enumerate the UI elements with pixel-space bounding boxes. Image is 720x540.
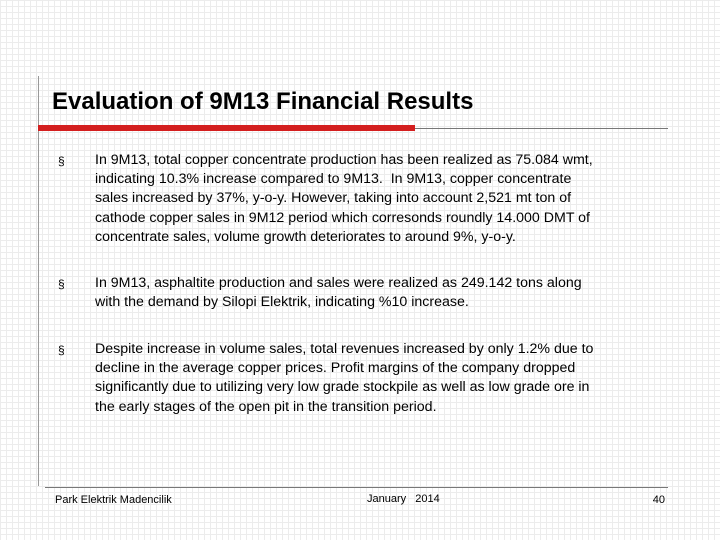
bullet-text: with the demand by Silopi Elektrik, indi… [95,294,469,311]
bullet-marker: § [58,277,65,291]
bullet-marker: § [58,154,65,168]
bullet-text: the early stages of the open pit in the … [95,398,437,415]
bullet-text: decline in the average copper prices. Pr… [95,360,576,377]
title-rule [415,128,668,129]
footer-company: Park Elektrik Madencilik [55,494,172,506]
title-bar [38,125,415,131]
bullet-text: significantly due to utilizing very low … [95,379,590,396]
bullet-text: In 9M13, total copper concentrate produc… [95,152,593,168]
bullet-text: cathode copper sales in 9M12 period whic… [95,209,591,226]
slide-title: Evaluation of 9M13 Financial Results [52,88,474,115]
bullet-text: Despite increase in volume sales, total … [95,341,594,357]
page-number: 40 [652,494,665,506]
bullet-marker: § [58,343,65,357]
bullet-text: indicating 10.3% increase compared to 9M… [95,171,572,188]
footer-date: January 2014 [367,493,440,505]
bullet-text: In 9M13, asphaltite production and sales… [95,275,582,291]
bullet-text: concentrate sales, volume growth deterio… [95,228,516,245]
footer-rule [45,487,668,488]
left-rule [38,76,39,486]
bullet-text: sales increased by 37%, y-o-y. However, … [95,190,572,207]
